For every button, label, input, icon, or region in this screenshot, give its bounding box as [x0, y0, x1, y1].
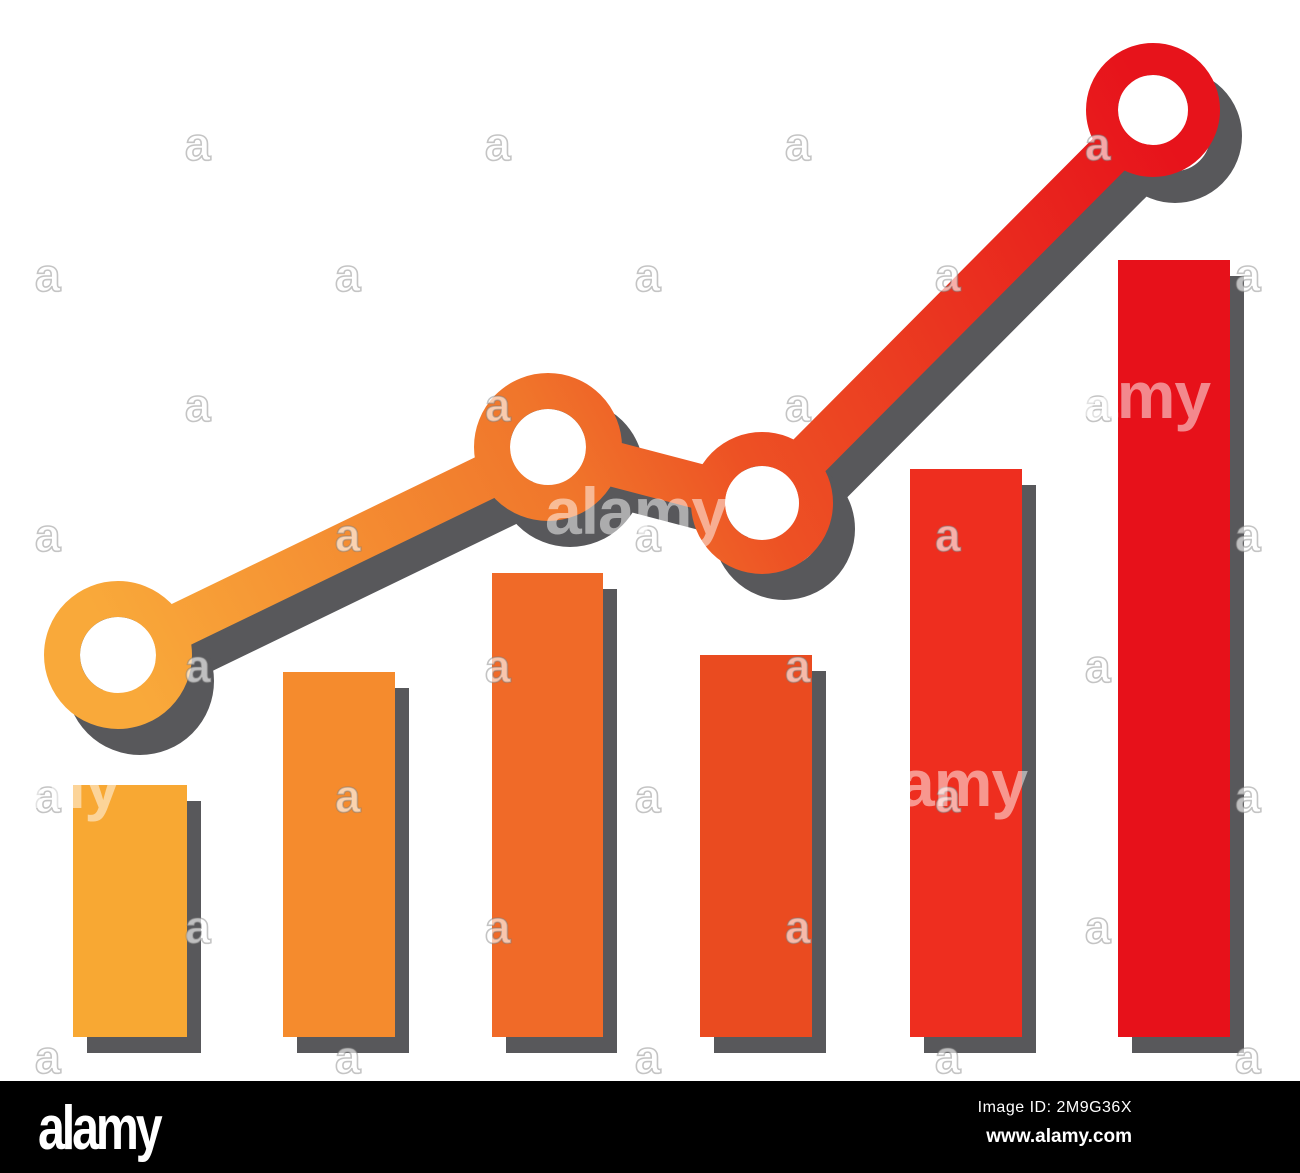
watermark-letter: a — [1084, 379, 1111, 431]
image-id-text: Image ID: 2M9G36X — [977, 1099, 1132, 1116]
watermark-letter: a — [1234, 509, 1261, 561]
watermark-letter: a — [634, 1031, 661, 1083]
watermark-letter: a — [334, 1031, 361, 1083]
watermark-letter: a — [334, 770, 361, 822]
watermark-letter: a — [934, 1031, 961, 1083]
watermark-letter: a — [784, 901, 811, 953]
watermark-letter: a — [934, 249, 961, 301]
watermark-letter: a — [184, 640, 211, 692]
alamy-footer-bar: alamy Image ID: 2M9G36X www.alamy.com — [0, 1081, 1300, 1173]
alamy-url-text: www.alamy.com — [986, 1126, 1132, 1147]
watermark-letter: a — [484, 640, 511, 692]
watermark-word: alamy — [0, 748, 121, 822]
watermark-letter: a — [484, 118, 511, 170]
watermark-letter: a — [34, 770, 61, 822]
watermark-letter: a — [1084, 901, 1111, 953]
watermark-letter: a — [934, 509, 961, 561]
watermark-letter: a — [184, 901, 211, 953]
watermark-letter: a — [484, 379, 511, 431]
bar-1 — [73, 785, 187, 1037]
watermark-letter: a — [184, 118, 211, 170]
watermark-letter: a — [784, 118, 811, 170]
watermark-letter: a — [634, 249, 661, 301]
watermark-letter: a — [334, 509, 361, 561]
watermark-letter: a — [784, 379, 811, 431]
alamy-logo: alamy — [38, 1094, 163, 1163]
footer-meta: Image ID: 2M9G36X www.alamy.com — [978, 1099, 1132, 1148]
watermark-word: alamy — [545, 474, 728, 548]
watermark-letter: a — [634, 770, 661, 822]
bar-2 — [283, 672, 395, 1037]
watermark-letter: a — [184, 379, 211, 431]
watermark-word: alamy — [845, 746, 1028, 820]
trend-main — [44, 43, 1220, 729]
watermark-letter: a — [634, 509, 661, 561]
watermark-letter: a — [34, 1031, 61, 1083]
bar-4 — [700, 655, 812, 1037]
bar-3 — [492, 573, 603, 1037]
watermark-letter: a — [1234, 1031, 1261, 1083]
watermark-letter: a — [334, 249, 361, 301]
watermark-letter: a — [1084, 640, 1111, 692]
watermark-letter: a — [34, 509, 61, 561]
watermark-letter: a — [484, 901, 511, 953]
watermark-letter: a — [784, 640, 811, 692]
watermark-letter: a — [34, 249, 61, 301]
watermark-letter: a — [1234, 770, 1261, 822]
bar-6 — [1118, 260, 1230, 1037]
watermark-word: alamy — [1028, 358, 1211, 432]
watermark-letter: a — [934, 770, 961, 822]
bar-5 — [910, 469, 1022, 1037]
watermark-letter: a — [1084, 118, 1111, 170]
watermark-letter: a — [1234, 249, 1261, 301]
